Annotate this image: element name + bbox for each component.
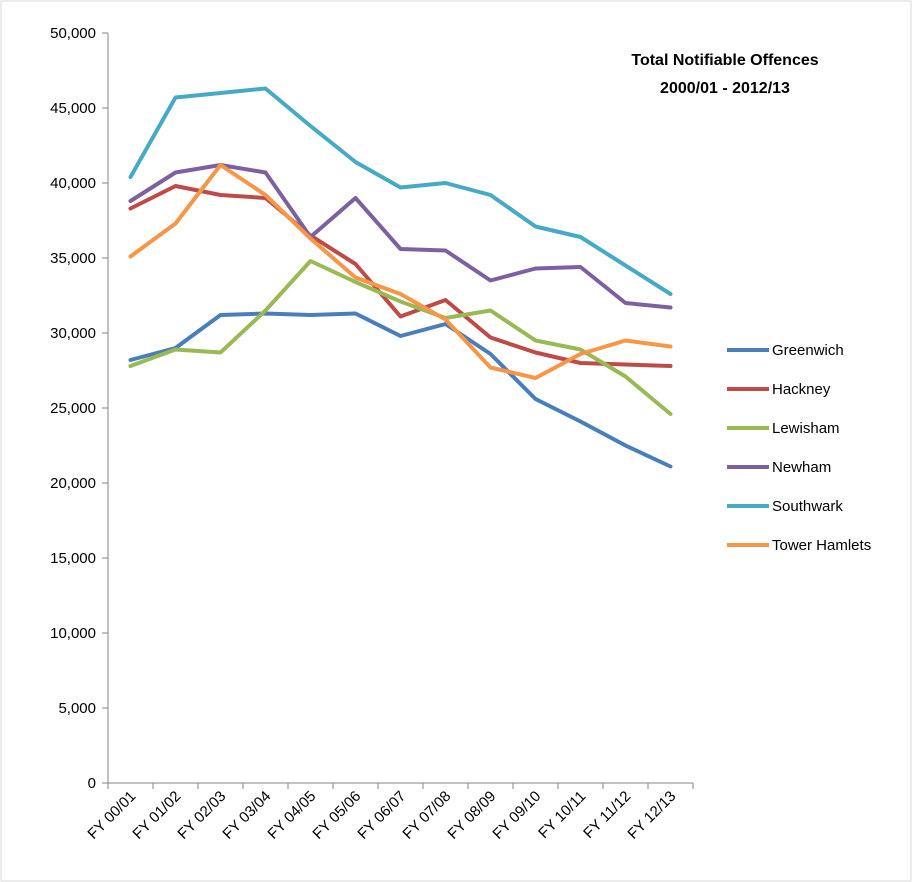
y-tick-label: 0 [88,775,96,792]
series-line-lewisham [128,259,673,416]
legend-label-hackney: Hackney [772,381,831,398]
y-tick-label: 10,000 [50,625,96,642]
axes [102,32,694,789]
legend-label-greenwich: Greenwich [772,342,844,359]
series-line-greenwich [128,311,673,469]
series-line-southwark [128,86,673,296]
y-tick-label: 45,000 [50,100,96,117]
chart-title: Total Notifiable Offences [631,52,818,69]
y-tick-labels: 0 5,000 10,000 15,000 20,000 25,000 30,000 35,0… [50,25,96,792]
y-tick-label: 35,000 [50,250,96,267]
legend-label-lewisham: Lewisham [772,420,840,437]
legend: Greenwich Hackney Lewisham Newham Southwark T… [727,342,871,554]
y-tick-label: 50,000 [50,25,96,42]
series-lines [128,86,673,469]
legend-label-newham: Newham [772,459,831,476]
y-tick-label: 40,000 [50,175,96,192]
legend-label-tower-hamlets: Tower Hamlets [772,537,871,554]
y-tick-label: 15,000 [50,550,96,567]
y-tick-label: 5,000 [58,700,96,717]
series-line-hackney [128,184,673,368]
y-tick-label: 20,000 [50,475,96,492]
chart-subtitle: 2000/01 - 2012/13 [660,80,790,97]
series-line-tower-hamlets [128,163,673,380]
legend-label-southwark: Southwark [772,498,843,515]
y-tick-label: 25,000 [50,400,96,417]
y-tick-label: 30,000 [50,325,96,342]
